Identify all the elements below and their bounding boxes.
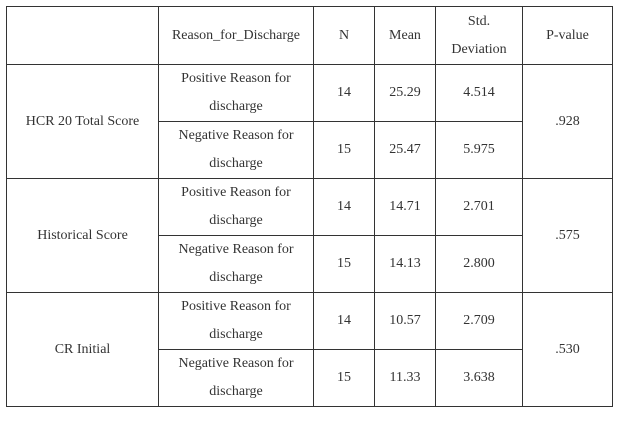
table-row: CR Initial Positive Reason for discharge…: [6, 292, 613, 407]
header-reason: Reason_for_Discharge: [158, 6, 314, 65]
variable-label: Historical Score: [6, 178, 159, 293]
mean-cell: 25.29: [374, 64, 436, 122]
variable-label: CR Initial: [6, 292, 159, 407]
sd-cell: 2.701: [435, 178, 523, 236]
p-value-cell: .928: [522, 64, 613, 179]
reason-cell: Negative Reason for discharge: [158, 349, 314, 407]
header-row: Reason_for_Discharge N Mean Std. Deviati…: [6, 6, 613, 65]
reason-cell: Positive Reason for discharge: [158, 64, 314, 122]
table-row: Historical Score Positive Reason for dis…: [6, 178, 613, 293]
n-cell: 14: [313, 64, 375, 122]
n-cell: 15: [313, 121, 375, 179]
table-row: HCR 20 Total Score Positive Reason for d…: [6, 64, 613, 179]
p-value-cell: .575: [522, 178, 613, 293]
sd-cell: 5.975: [435, 121, 523, 179]
header-std-deviation: Std. Deviation: [435, 6, 523, 65]
header-p-value: P-value: [522, 6, 613, 65]
reason-cell: Positive Reason for discharge: [158, 178, 314, 236]
n-cell: 15: [313, 235, 375, 293]
header-mean: Mean: [374, 6, 436, 65]
p-value-cell: .530: [522, 292, 613, 407]
reason-cell: Positive Reason for discharge: [158, 292, 314, 350]
sd-cell: 3.638: [435, 349, 523, 407]
sd-cell: 2.709: [435, 292, 523, 350]
variable-label: HCR 20 Total Score: [6, 64, 159, 179]
n-cell: 14: [313, 178, 375, 236]
mean-cell: 25.47: [374, 121, 436, 179]
header-n: N: [313, 6, 375, 65]
table-row: Negative Reason for discharge 15 11.33 3…: [7, 349, 613, 407]
reason-cell: Negative Reason for discharge: [158, 235, 314, 293]
mean-cell: 14.71: [374, 178, 436, 236]
sd-cell: 2.800: [435, 235, 523, 293]
table-row: Negative Reason for discharge 15 25.47 5…: [7, 121, 613, 179]
mean-cell: 10.57: [374, 292, 436, 350]
n-cell: 15: [313, 349, 375, 407]
n-cell: 14: [313, 292, 375, 350]
table-row: Negative Reason for discharge 15 14.13 2…: [7, 235, 613, 293]
reason-cell: Negative Reason for discharge: [158, 121, 314, 179]
mean-cell: 11.33: [374, 349, 436, 407]
statistics-table: Reason_for_Discharge N Mean Std. Deviati…: [6, 6, 613, 407]
sd-cell: 4.514: [435, 64, 523, 122]
mean-cell: 14.13: [374, 235, 436, 293]
header-variable: [6, 6, 159, 65]
